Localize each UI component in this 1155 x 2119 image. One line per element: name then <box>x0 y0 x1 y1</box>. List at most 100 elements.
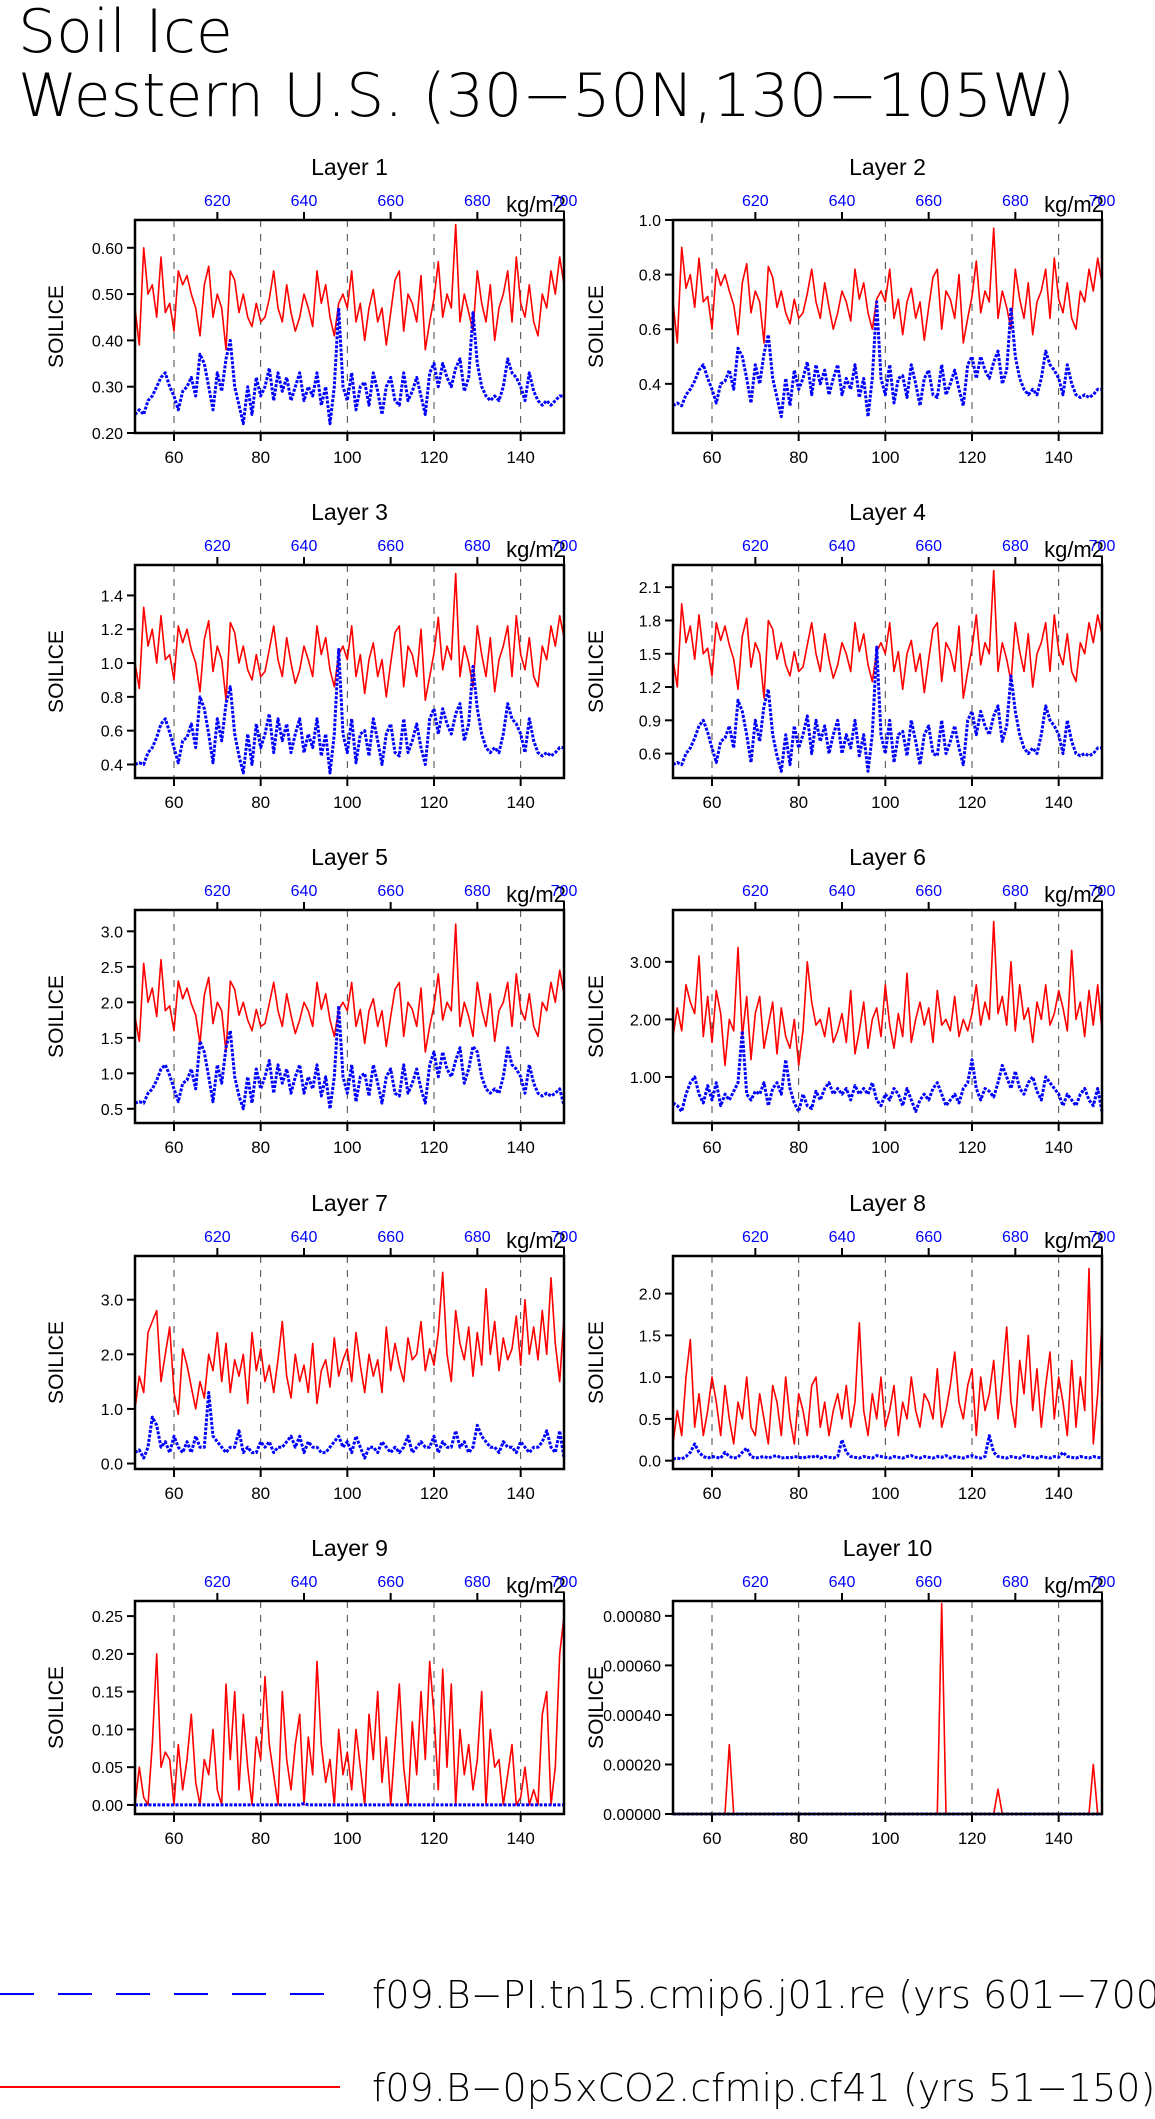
x-tick-label: 60 <box>165 1138 184 1157</box>
y-tick-label: 0.0 <box>639 1454 661 1471</box>
units-label: kg/m2 <box>1044 882 1104 907</box>
x2-tick-label: 680 <box>1002 193 1029 210</box>
x2-tick-label: 640 <box>291 193 318 210</box>
y-tick-label: 3.0 <box>101 924 123 941</box>
plot-frame <box>671 1599 1104 1816</box>
series-line-cf41 <box>672 569 1103 699</box>
x-tick-label: 140 <box>506 1138 534 1157</box>
y-tick-label: 0.00 <box>92 1798 123 1815</box>
title-line-2: Western U.S. (30−50N,130−105W) <box>18 61 1075 131</box>
x2-tick-label: 660 <box>377 1574 404 1591</box>
y-tick-label: 2.0 <box>101 995 123 1012</box>
x2-tick-label: 660 <box>915 883 942 900</box>
x2-tick-label: 660 <box>377 538 404 555</box>
units-label: kg/m2 <box>506 1228 566 1253</box>
y-tick-label: 0.8 <box>101 690 123 707</box>
x2-tick-label: 660 <box>915 538 942 555</box>
x2-tick-label: 620 <box>204 1574 231 1591</box>
x2-tick-label: 680 <box>464 883 491 900</box>
x2-tick-label: 640 <box>829 538 856 555</box>
units-label: kg/m2 <box>1044 1573 1104 1598</box>
y-tick-label: 1.0 <box>639 1370 661 1387</box>
x2-tick-label: 640 <box>291 1574 318 1591</box>
plot-frame <box>671 1254 1104 1471</box>
y-axis-label: SOILICE <box>585 1666 608 1749</box>
y-tick-label: 1.0 <box>101 1066 123 1083</box>
x-tick-label: 140 <box>1044 1829 1072 1848</box>
units-label: kg/m2 <box>1044 537 1104 562</box>
plot-frame <box>671 908 1104 1125</box>
x-tick-label: 80 <box>789 1829 808 1848</box>
series-line-cf41 <box>134 223 565 351</box>
x2-tick-label: 700 <box>1089 538 1116 555</box>
x-tick-label: 100 <box>871 1829 899 1848</box>
x2-tick-label: 680 <box>464 538 491 555</box>
y-tick-label: 1.8 <box>639 613 661 630</box>
x-tick-label: 140 <box>1044 448 1072 467</box>
x-tick-label: 60 <box>165 793 184 812</box>
y-tick-label: 3.00 <box>630 955 661 972</box>
x2-tick-label: 620 <box>742 193 769 210</box>
x2-tick-label: 640 <box>291 883 318 900</box>
chart-panel-1: Layer 1 kg/m2 0.20 0.30 0.40 0.50 0.60 60 80 100 1… <box>45 154 577 467</box>
x-tick-label: 100 <box>333 1829 361 1848</box>
x2-tick-label: 620 <box>742 883 769 900</box>
y-tick-label: 1.2 <box>639 680 661 697</box>
y-tick-label: 1.5 <box>639 647 661 664</box>
x2-tick-label: 700 <box>1089 193 1116 210</box>
x-tick-label: 120 <box>958 448 986 467</box>
chart-title: Layer 6 <box>849 844 926 870</box>
x2-tick-label: 700 <box>1089 1574 1116 1591</box>
y-axis-label: SOILICE <box>585 630 608 713</box>
y-tick-label: 0.4 <box>101 757 123 774</box>
x2-tick-label: 680 <box>1002 1229 1029 1246</box>
x2-tick-label: 700 <box>551 1574 578 1591</box>
x-tick-label: 60 <box>703 1484 722 1503</box>
y-axis-label: SOILICE <box>45 630 68 713</box>
x-tick-label: 60 <box>703 793 722 812</box>
series-line-cf41 <box>672 920 1103 1067</box>
y-tick-label: 0.00060 <box>603 1658 661 1675</box>
x-tick-label: 120 <box>958 1484 986 1503</box>
plot-frame <box>133 908 566 1125</box>
series-line-cf41 <box>134 572 565 702</box>
x2-tick-label: 700 <box>1089 883 1116 900</box>
x-tick-label: 60 <box>703 1138 722 1157</box>
x2-tick-label: 700 <box>551 193 578 210</box>
series-line-cf41 <box>134 923 565 1053</box>
chart-panel-4: Layer 4 kg/m2 0.6 0.9 1.2 1.5 1.8 2.1 60 80 100 120… <box>585 499 1115 812</box>
x2-tick-label: 660 <box>915 1229 942 1246</box>
y-tick-label: 1.2 <box>101 622 123 639</box>
y-tick-label: 0.05 <box>92 1760 123 1777</box>
x-tick-label: 80 <box>251 1484 270 1503</box>
y-tick-label: 0.30 <box>92 380 123 397</box>
legend-label-cf41: f09.B−0p5xCO2.cfmip.cf41 (yrs 51−150) <box>372 2066 1155 2110</box>
y-tick-label: 0.25 <box>92 1609 123 1626</box>
units-label: kg/m2 <box>506 192 566 217</box>
x-tick-label: 80 <box>789 1484 808 1503</box>
series-line-j01 <box>135 1801 564 1807</box>
y-tick-label: 0.6 <box>101 724 123 741</box>
y-tick-label: 1.0 <box>101 1402 123 1419</box>
x-tick-label: 120 <box>420 448 448 467</box>
units-label: kg/m2 <box>506 1573 566 1598</box>
units-label: kg/m2 <box>506 537 566 562</box>
title-line-1: Soil Ice <box>18 0 233 67</box>
chart-panel-2: Layer 2 kg/m2 0.4 0.6 0.8 1.0 60 80 100 120 140 620… <box>585 154 1115 467</box>
y-tick-label: 2.0 <box>639 1287 661 1304</box>
x2-tick-label: 660 <box>377 883 404 900</box>
x2-tick-label: 620 <box>742 1574 769 1591</box>
x-tick-label: 100 <box>333 1138 361 1157</box>
y-tick-label: 0.9 <box>639 713 661 730</box>
x2-tick-label: 640 <box>829 1574 856 1591</box>
x2-tick-label: 700 <box>551 883 578 900</box>
x-tick-label: 80 <box>789 1138 808 1157</box>
y-tick-label: 0.00000 <box>603 1807 661 1824</box>
series-line-j01 <box>672 300 1102 419</box>
y-tick-label: 0.00020 <box>603 1757 661 1774</box>
x2-tick-label: 680 <box>464 1229 491 1246</box>
x-tick-label: 120 <box>420 1829 448 1848</box>
y-tick-label: 2.0 <box>101 1347 123 1364</box>
charts-grid: Layer 1 kg/m2 0.20 0.30 0.40 0.50 0.60 60 80 100 1… <box>45 154 1116 1848</box>
y-axis-label: SOILICE <box>45 1666 68 1749</box>
